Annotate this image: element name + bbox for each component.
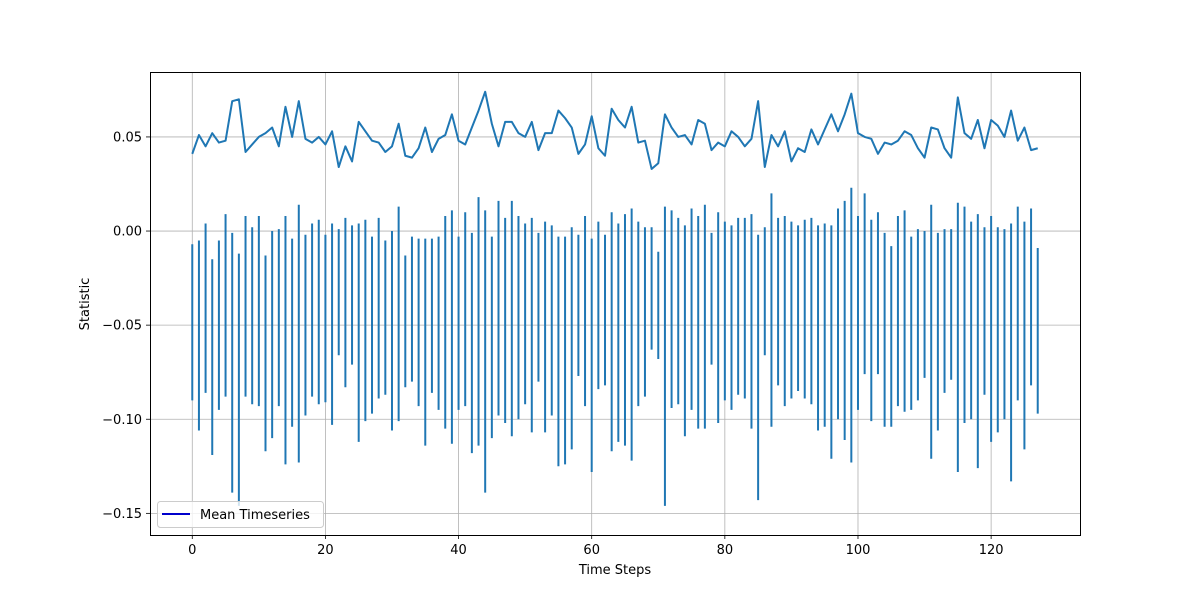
x-tick-label: 120 xyxy=(979,543,1004,558)
legend-label-mean-timeseries: Mean Timeseries xyxy=(200,508,310,523)
y-tick-label: 0.05 xyxy=(113,130,142,145)
legend-box xyxy=(157,501,324,528)
x-tick-label: 40 xyxy=(450,543,467,558)
x-tick-label: 80 xyxy=(717,543,734,558)
plot-frame xyxy=(150,72,1081,536)
x-tick-label: 20 xyxy=(317,543,334,558)
y-axis-label: Statistic xyxy=(78,278,93,331)
y-tick-label: −0.10 xyxy=(102,413,142,428)
ticks: 0 20 40 60 80 100 120 −0.15 −0.10 −0.05 0.00 0.05 xyxy=(102,130,1003,558)
y-tick-label: 0.00 xyxy=(113,225,142,240)
x-tick-label: 60 xyxy=(583,543,600,558)
x-axis-label: Time Steps xyxy=(578,563,652,578)
x-tick-label: 100 xyxy=(846,543,871,558)
series-layer xyxy=(191,90,1039,506)
mean-timeseries-line xyxy=(191,90,1039,170)
y-tick-label: −0.15 xyxy=(102,507,142,522)
y-tick-label: −0.05 xyxy=(102,319,142,334)
legend: Mean Timeseries xyxy=(157,501,324,528)
x-tick-label: 0 xyxy=(188,543,196,558)
